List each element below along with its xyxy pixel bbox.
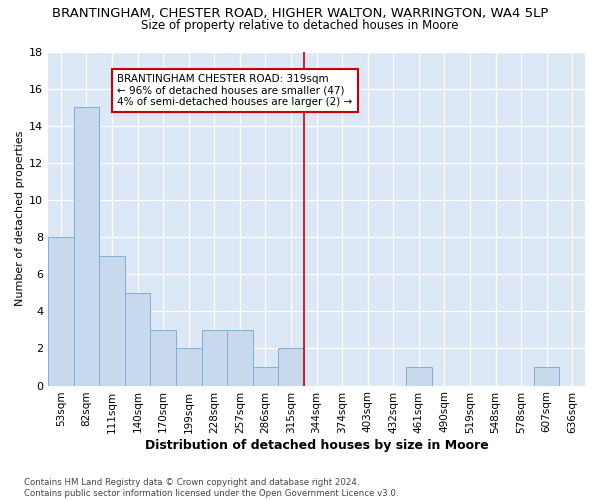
Bar xyxy=(534,367,559,386)
Bar xyxy=(253,367,278,386)
Bar xyxy=(278,348,304,386)
Bar xyxy=(202,330,227,386)
Text: BRANTINGHAM, CHESTER ROAD, HIGHER WALTON, WARRINGTON, WA4 5LP: BRANTINGHAM, CHESTER ROAD, HIGHER WALTON… xyxy=(52,8,548,20)
Bar xyxy=(406,367,431,386)
Text: BRANTINGHAM CHESTER ROAD: 319sqm
← 96% of detached houses are smaller (47)
4% of: BRANTINGHAM CHESTER ROAD: 319sqm ← 96% o… xyxy=(117,74,352,107)
Text: Size of property relative to detached houses in Moore: Size of property relative to detached ho… xyxy=(141,18,459,32)
Bar xyxy=(99,256,125,386)
Bar xyxy=(176,348,202,386)
Bar xyxy=(125,293,151,386)
Bar xyxy=(227,330,253,386)
X-axis label: Distribution of detached houses by size in Moore: Distribution of detached houses by size … xyxy=(145,440,488,452)
Bar xyxy=(48,237,74,386)
Y-axis label: Number of detached properties: Number of detached properties xyxy=(15,131,25,306)
Bar xyxy=(151,330,176,386)
Text: Contains HM Land Registry data © Crown copyright and database right 2024.
Contai: Contains HM Land Registry data © Crown c… xyxy=(24,478,398,498)
Bar xyxy=(74,107,99,386)
